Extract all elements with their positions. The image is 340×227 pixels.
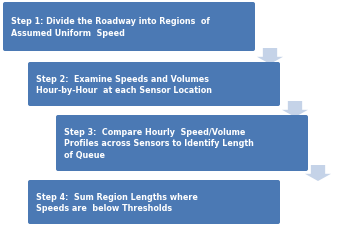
FancyBboxPatch shape bbox=[28, 63, 280, 106]
Polygon shape bbox=[282, 101, 308, 118]
Text: Step 3:  Compare Hourly  Speed/Volume
Profiles across Sensors to Identify Length: Step 3: Compare Hourly Speed/Volume Prof… bbox=[64, 128, 254, 159]
Text: Step 1: Divide the Roadway into Regions  of
Assumed Uniform  Speed: Step 1: Divide the Roadway into Regions … bbox=[11, 17, 210, 37]
Text: Step 2:  Examine Speeds and Volumes
Hour-by-Hour  at each Sensor Location: Step 2: Examine Speeds and Volumes Hour-… bbox=[36, 74, 212, 95]
FancyBboxPatch shape bbox=[3, 3, 255, 52]
FancyBboxPatch shape bbox=[56, 116, 308, 171]
Text: Step 4:  Sum Region Lengths where
Speeds are  below Thresholds: Step 4: Sum Region Lengths where Speeds … bbox=[36, 192, 198, 212]
Polygon shape bbox=[305, 165, 331, 181]
FancyBboxPatch shape bbox=[28, 180, 280, 224]
Polygon shape bbox=[257, 49, 283, 65]
